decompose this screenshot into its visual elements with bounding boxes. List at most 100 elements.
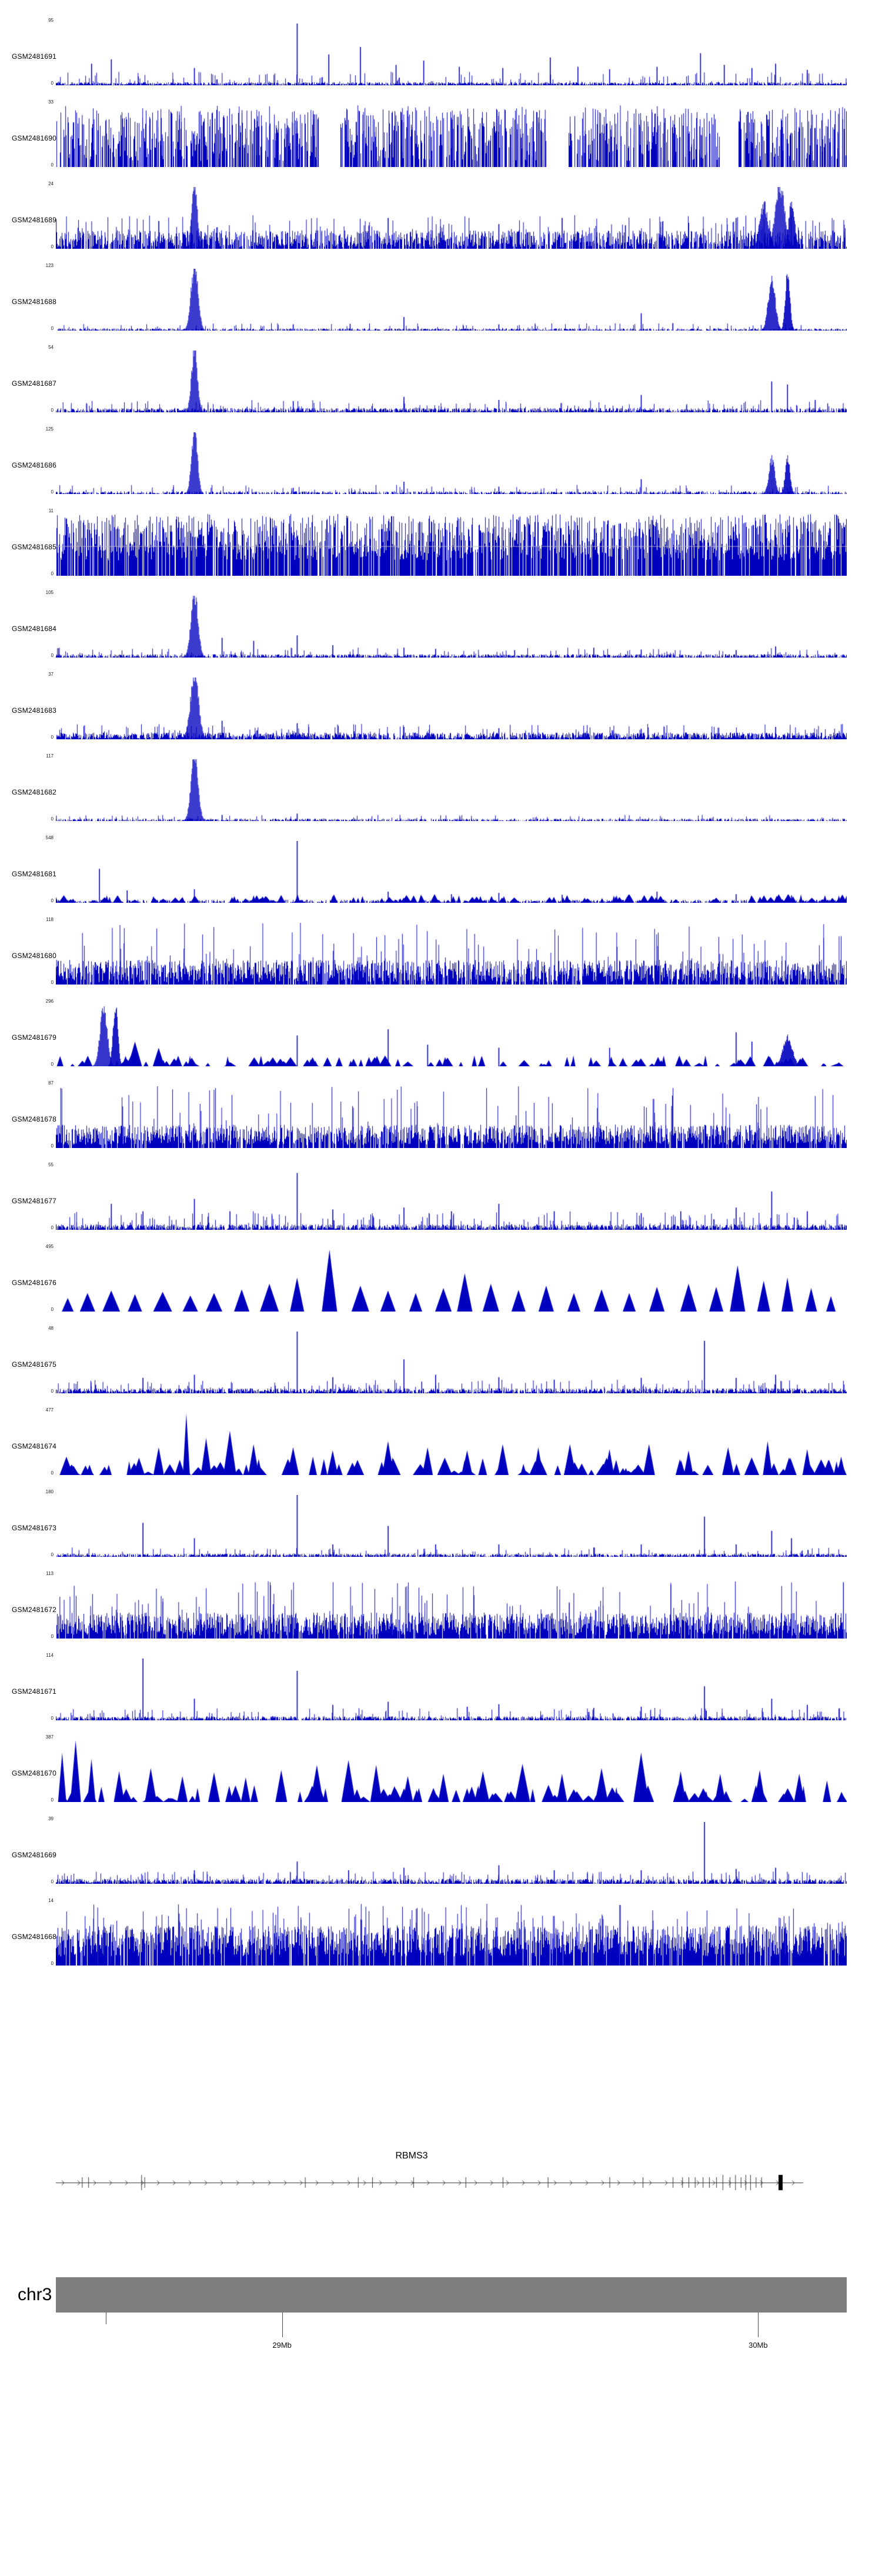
track-signal-canvas xyxy=(56,1577,847,1639)
track-signal-canvas xyxy=(56,24,847,85)
track-ymax-value: 39 xyxy=(48,1816,54,1821)
track-ymax-value: 114 xyxy=(46,1653,54,1658)
track-ymax-value: 33 xyxy=(48,99,54,105)
track-signal-canvas xyxy=(56,1250,847,1312)
track-ymin-value: 0 xyxy=(51,1716,54,1721)
track-row: GSM2481669 39 0 xyxy=(0,1814,882,1896)
track-label: GSM2481675 xyxy=(12,1360,57,1369)
track-ymax-value: 548 xyxy=(45,835,54,840)
track-row: GSM2481689 24 0 xyxy=(0,179,882,261)
track-row: GSM2481686 125 0 xyxy=(0,424,882,506)
track-label: GSM2481683 xyxy=(12,706,57,715)
track-ymax-value: 55 xyxy=(48,1162,54,1167)
track-row: GSM2481668 14 0 xyxy=(0,1896,882,1977)
track-signal-canvas xyxy=(56,1413,847,1475)
track-signal-canvas xyxy=(56,841,847,903)
coordinate-axis: 29Mb 30Mb xyxy=(56,2313,847,2383)
track-ymin-value: 0 xyxy=(51,1225,54,1230)
track-row: GSM2481687 54 0 xyxy=(0,342,882,424)
chromosome-name: chr3 xyxy=(18,2285,52,2304)
track-label: GSM2481679 xyxy=(12,1033,57,1042)
track-ymax-value: 123 xyxy=(45,263,54,268)
track-ymin-value: 0 xyxy=(51,653,54,658)
track-signal-canvas xyxy=(56,1495,847,1557)
track-row: GSM2481691 95 0 xyxy=(0,15,882,97)
track-ymax-value: 24 xyxy=(48,181,54,186)
axis-tick xyxy=(758,2313,759,2337)
track-ymin-value: 0 xyxy=(51,980,54,985)
track-row: GSM2481671 114 0 xyxy=(0,1650,882,1732)
track-signal-canvas xyxy=(56,269,847,331)
track-row: GSM2481681 548 0 xyxy=(0,833,882,915)
track-row: GSM2481670 387 0 xyxy=(0,1732,882,1814)
track-label: GSM2481674 xyxy=(12,1442,57,1450)
track-label: GSM2481687 xyxy=(12,379,57,388)
track-row: GSM2481675 48 0 xyxy=(0,1323,882,1405)
axis-tick-label: 30Mb xyxy=(749,2341,768,2350)
track-signal-canvas xyxy=(56,678,847,739)
track-label: GSM2481685 xyxy=(12,542,57,551)
track-row: GSM2481676 495 0 xyxy=(0,1242,882,1323)
track-ymax-value: 296 xyxy=(45,999,54,1004)
track-label: GSM2481682 xyxy=(12,788,57,796)
track-row: GSM2481672 113 0 xyxy=(0,1569,882,1650)
track-label: GSM2481680 xyxy=(12,951,57,960)
track-ymin-value: 0 xyxy=(51,1961,54,1966)
track-ymax-value: 95 xyxy=(48,18,54,23)
track-ymin-value: 0 xyxy=(51,326,54,331)
track-ymin-value: 0 xyxy=(51,1389,54,1394)
chromosome-section: chr3 29Mb 30Mb xyxy=(0,2277,882,2401)
track-signal-canvas xyxy=(56,1332,847,1393)
track-label: GSM2481671 xyxy=(12,1687,57,1696)
track-signal-canvas xyxy=(56,432,847,494)
track-label: GSM2481676 xyxy=(12,1278,57,1287)
track-row: GSM2481688 123 0 xyxy=(0,261,882,342)
coverage-track-list: GSM2481691 95 0 GSM2481690 33 0 GSM2481689 24 0 G… xyxy=(0,15,882,1977)
track-ymin-value: 0 xyxy=(51,408,54,413)
track-ymax-value: 54 xyxy=(48,345,54,350)
track-ymax-value: 11 xyxy=(48,508,54,513)
track-ymin-value: 0 xyxy=(51,244,54,249)
track-row: GSM2481682 117 0 xyxy=(0,751,882,833)
track-ymax-value: 495 xyxy=(45,1244,54,1249)
track-row: GSM2481679 296 0 xyxy=(0,996,882,1078)
track-ymax-value: 477 xyxy=(45,1407,54,1413)
track-ymin-value: 0 xyxy=(51,1797,54,1803)
track-label: GSM2481669 xyxy=(12,1850,57,1859)
track-signal-canvas xyxy=(56,596,847,658)
track-ymax-value: 125 xyxy=(45,426,54,432)
track-signal-canvas xyxy=(56,105,847,167)
track-signal-canvas xyxy=(56,1086,847,1148)
axis-tick xyxy=(282,2313,283,2337)
track-signal-canvas xyxy=(56,1005,847,1066)
track-ymin-value: 0 xyxy=(51,162,54,168)
track-label: GSM2481686 xyxy=(12,461,57,469)
track-label: GSM2481672 xyxy=(12,1605,57,1614)
track-ymin-value: 0 xyxy=(51,1552,54,1557)
track-row: GSM2481678 87 0 xyxy=(0,1078,882,1160)
track-row: GSM2481685 11 0 xyxy=(0,506,882,588)
chromosome-bar xyxy=(56,2277,847,2313)
track-ymin-value: 0 xyxy=(51,81,54,86)
track-ymax-value: 105 xyxy=(45,590,54,595)
track-signal-canvas xyxy=(56,1740,847,1802)
track-ymin-value: 0 xyxy=(51,1062,54,1067)
track-ymin-value: 0 xyxy=(51,898,54,903)
track-ymax-value: 37 xyxy=(48,672,54,677)
track-label: GSM2481688 xyxy=(12,297,57,306)
track-label: GSM2481668 xyxy=(12,1932,57,1941)
track-signal-canvas xyxy=(56,1904,847,1966)
track-label: GSM2481673 xyxy=(12,1523,57,1532)
track-label: GSM2481691 xyxy=(12,52,57,61)
track-ymin-value: 0 xyxy=(51,571,54,576)
track-ymax-value: 87 xyxy=(48,1080,54,1086)
track-ymin-value: 0 xyxy=(51,1307,54,1312)
track-ymax-value: 387 xyxy=(45,1734,54,1740)
track-signal-canvas xyxy=(56,514,847,576)
gene-annotation-section: RBMS3 xyxy=(0,2151,882,2210)
track-row: GSM2481674 477 0 xyxy=(0,1405,882,1487)
track-signal-canvas xyxy=(56,187,847,249)
track-ymin-value: 0 xyxy=(51,1470,54,1476)
track-row: GSM2481683 37 0 xyxy=(0,669,882,751)
track-row: GSM2481684 105 0 xyxy=(0,588,882,669)
